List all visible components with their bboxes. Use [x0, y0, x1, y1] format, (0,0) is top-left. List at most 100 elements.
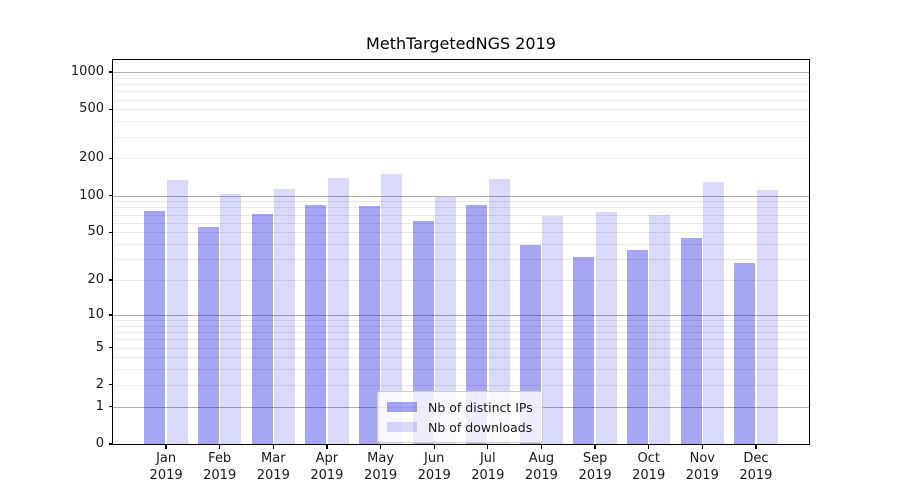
- gridline-minor: [113, 244, 809, 245]
- x-tick-month: Feb: [208, 451, 232, 466]
- x-tick-mark: [326, 444, 328, 449]
- gridline-minor: [113, 121, 809, 123]
- x-tick-month: Oct: [637, 451, 660, 466]
- x-tick-label: Apr 2019: [297, 451, 357, 484]
- x-tick-year: 2019: [203, 467, 237, 483]
- y-tick-mark: [109, 71, 113, 73]
- y-tick-mark: [109, 384, 113, 386]
- x-tick-mark: [379, 444, 382, 449]
- gridline-minor: [113, 214, 809, 216]
- x-tick-month: Sep: [582, 451, 608, 466]
- x-tick-year: 2019: [364, 467, 398, 483]
- legend: Nb of distinct IPs Nb of downloads: [377, 391, 543, 443]
- bar-downloads-mar: [274, 189, 295, 444]
- bar-distinct-ips-sep: [573, 257, 595, 444]
- y-tick-label: 20: [87, 272, 104, 288]
- gridline-minor: [113, 357, 809, 359]
- gridline-minor: [113, 280, 809, 282]
- legend-swatch-distinct-ips: [387, 401, 417, 413]
- bar-distinct-ips-jul: [466, 205, 488, 444]
- bar-downloads-sep: [595, 212, 617, 444]
- gridline-minor: [113, 207, 809, 209]
- x-tick-mark: [165, 444, 167, 449]
- x-tick-year: 2019: [632, 467, 666, 483]
- bar-downloads-dec: [756, 190, 778, 444]
- gridline-minor: [113, 91, 809, 93]
- x-tick-mark: [272, 444, 274, 449]
- gridline-minor: [113, 320, 809, 321]
- bar-downloads-feb: [220, 194, 242, 444]
- y-tick-mark: [109, 346, 113, 349]
- plot-area: Nb of distinct IPs Nb of downloads: [112, 59, 810, 445]
- gridline-minor: [113, 136, 809, 138]
- y-tick-mark: [109, 157, 113, 160]
- x-tick-label: Dec 2019: [726, 451, 786, 484]
- x-tick-label: Sep 2019: [565, 451, 625, 484]
- legend-entry-downloads: Nb of downloads: [387, 417, 533, 437]
- bar-distinct-ips-oct: [627, 249, 648, 444]
- legend-swatch-downloads: [387, 421, 417, 433]
- bar-downloads-oct: [649, 214, 671, 444]
- x-tick-month: Jan: [156, 451, 177, 466]
- gridline-minor: [113, 84, 809, 85]
- legend-label-downloads: Nb of downloads: [428, 419, 533, 435]
- legend-label-distinct-ips: Nb of distinct IPs: [428, 399, 533, 415]
- gridline-minor: [113, 384, 809, 386]
- x-tick-year: 2019: [417, 467, 451, 483]
- x-tick-mark: [219, 444, 221, 449]
- bar-downloads-may: [381, 173, 403, 444]
- y-tick-mark: [109, 443, 113, 445]
- y-tick-label: 0: [95, 436, 104, 451]
- bar-distinct-ips-dec: [734, 262, 756, 444]
- y-tick-mark: [109, 406, 113, 408]
- x-tick-month: Nov: [689, 451, 715, 466]
- bar-distinct-ips-feb: [198, 227, 219, 444]
- bar-downloads-jun: [434, 197, 456, 444]
- gridline-minor: [113, 99, 809, 101]
- gridline-minor: [113, 77, 809, 79]
- x-tick-label: Feb 2019: [190, 451, 250, 484]
- x-tick-label: Jun 2019: [404, 451, 464, 484]
- bar-downloads-jan: [166, 179, 188, 444]
- x-tick-label: Mar 2019: [243, 451, 303, 484]
- y-tick-label: 5: [95, 339, 104, 355]
- gridline-major: [113, 195, 809, 197]
- x-tick-year: 2019: [310, 467, 344, 483]
- gridline-minor: [113, 109, 809, 111]
- bar-downloads-nov: [703, 181, 724, 444]
- legend-entry-distinct-ips: Nb of distinct IPs: [387, 397, 533, 417]
- x-tick-mark: [701, 444, 703, 449]
- x-tick-month: Jul: [479, 451, 496, 466]
- bar-distinct-ips-jan: [144, 210, 166, 444]
- x-tick-month: Mar: [261, 451, 286, 466]
- y-tick-label: 1: [95, 398, 104, 414]
- bar-distinct-ips-mar: [251, 213, 273, 444]
- bar-downloads-aug: [542, 216, 564, 444]
- y-tick-label: 10: [87, 306, 104, 322]
- x-tick-year: 2019: [256, 467, 290, 483]
- bar-distinct-ips-nov: [680, 237, 702, 444]
- x-tick-mark: [648, 444, 650, 449]
- x-tick-label: Oct 2019: [619, 451, 679, 484]
- x-tick-label: Aug 2019: [511, 451, 571, 484]
- x-tick-mark: [755, 444, 757, 449]
- gridline-minor: [113, 332, 809, 333]
- x-tick-month: Jun: [424, 451, 445, 466]
- x-tick-year: 2019: [524, 467, 558, 483]
- y-tick-mark: [109, 231, 113, 233]
- x-tick-label: Jul 2019: [458, 451, 518, 484]
- gridline-minor: [113, 259, 809, 261]
- x-tick-year: 2019: [578, 467, 612, 483]
- x-tick-mark: [433, 444, 435, 449]
- gridline-minor: [113, 339, 809, 341]
- gridline-minor: [113, 347, 809, 349]
- x-tick-year: 2019: [149, 467, 183, 483]
- y-tick-label: 50: [87, 224, 104, 240]
- y-tick-mark: [109, 108, 113, 110]
- x-tick-month: May: [367, 451, 395, 466]
- bar-distinct-ips-jun: [412, 220, 434, 444]
- bar-downloads-apr: [327, 177, 349, 444]
- gridline-minor: [113, 232, 809, 234]
- bar-distinct-ips-apr: [305, 205, 327, 444]
